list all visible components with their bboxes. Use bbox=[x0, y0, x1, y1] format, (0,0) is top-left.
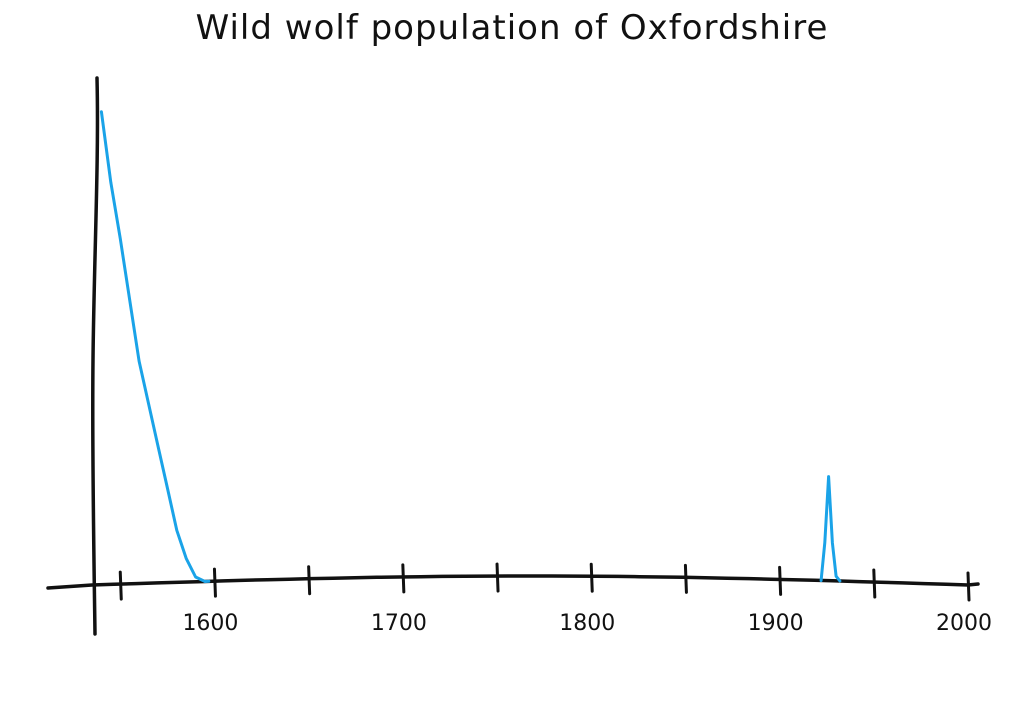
x-axis-tick-labels: 1600 1700 1800 1900 2000 bbox=[182, 611, 992, 636]
x-tick-1900 bbox=[778, 565, 783, 596]
x-tick-label-1700: 1700 bbox=[371, 611, 427, 636]
x-tick-1700 bbox=[401, 563, 406, 594]
x-tick-1950 bbox=[872, 568, 877, 599]
x-axis-line bbox=[46, 574, 980, 590]
series-line-segment-1 bbox=[819, 475, 842, 583]
series-line-segment-0 bbox=[99, 110, 211, 583]
x-axis-ticks bbox=[118, 562, 971, 602]
x-tick-label-1800: 1800 bbox=[559, 611, 615, 636]
x-tick-1650 bbox=[307, 565, 312, 596]
chart-title: Wild wolf population of Oxfordshire bbox=[195, 8, 829, 48]
x-tick-2000 bbox=[966, 571, 971, 602]
x-tick-1600 bbox=[212, 567, 217, 598]
x-tick-1750 bbox=[495, 562, 500, 593]
x-tick-1800 bbox=[589, 562, 594, 593]
series-layer bbox=[99, 110, 842, 583]
y-axis-line bbox=[90, 76, 100, 636]
x-tick-label-1900: 1900 bbox=[748, 611, 804, 636]
x-tick-1850 bbox=[683, 563, 688, 594]
x-tick-1550 bbox=[118, 570, 123, 601]
x-tick-label-2000: 2000 bbox=[936, 611, 992, 636]
x-tick-label-1600: 1600 bbox=[182, 611, 238, 636]
